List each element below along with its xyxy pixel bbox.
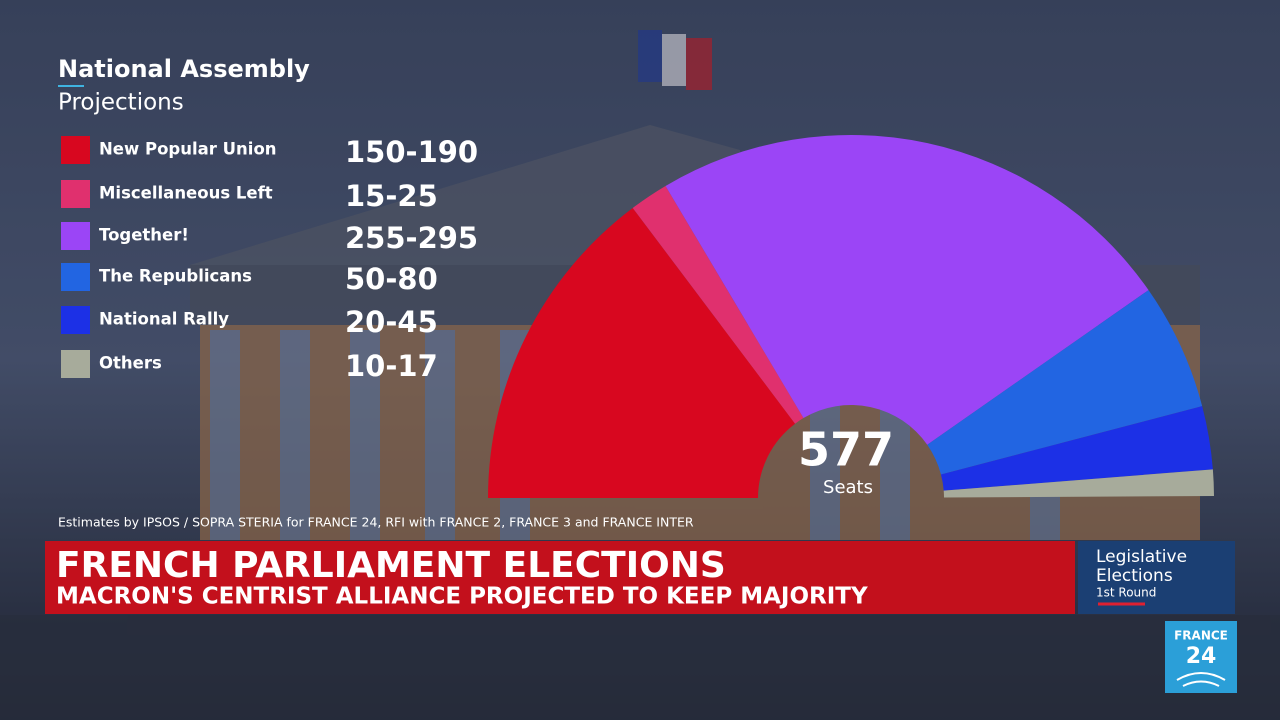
legend-swatch [61, 222, 90, 250]
range-label: 10-17 [345, 349, 438, 383]
chart-subtitle: Projections [58, 90, 184, 116]
range-label: 50-80 [345, 262, 438, 296]
range-label: 15-25 [345, 179, 438, 213]
range-label: 255-295 [345, 221, 478, 255]
badge-line: 1st Round [1096, 586, 1156, 600]
subheadline: MACRON'S CENTRIST ALLIANCE PROJECTED TO … [56, 584, 868, 610]
legend-label: New Popular Union [99, 140, 277, 159]
logo-text: 24 [1186, 644, 1217, 669]
legend-label: The Republicans [99, 267, 252, 286]
total-label: Seats [823, 477, 873, 498]
banner [45, 541, 1075, 614]
legend-swatch [61, 180, 90, 208]
seat-segment [488, 207, 796, 499]
source-note: Estimates by IPSOS / SOPRA STERIA for FR… [58, 515, 694, 530]
seat-segment [943, 469, 1214, 498]
seat-segment [927, 290, 1203, 475]
legend-label: National Rally [99, 310, 229, 329]
legend-label: Together! [99, 226, 189, 245]
legend-label: Miscellaneous Left [99, 184, 273, 203]
legend-swatch [61, 136, 90, 164]
headline: FRENCH PARLIAMENT ELECTIONS [56, 545, 726, 586]
seat-segment [665, 134, 1149, 445]
range-label: 150-190 [345, 135, 478, 169]
chart-title: National Assembly [58, 55, 310, 83]
badge [1078, 541, 1235, 614]
logo-wave [1176, 672, 1226, 687]
logo-text: FRANCE [1174, 629, 1228, 643]
legend-label: Others [99, 354, 162, 373]
legend-swatch [61, 350, 90, 378]
legend-swatch [61, 306, 90, 334]
seat-segment [940, 406, 1213, 491]
total-seats: 577 [798, 423, 894, 477]
seat-segment [632, 185, 804, 424]
legend-swatch [61, 263, 90, 291]
range-label: 20-45 [345, 305, 438, 339]
badge-line: Legislative [1096, 547, 1187, 567]
badge-line: Elections [1096, 566, 1173, 586]
